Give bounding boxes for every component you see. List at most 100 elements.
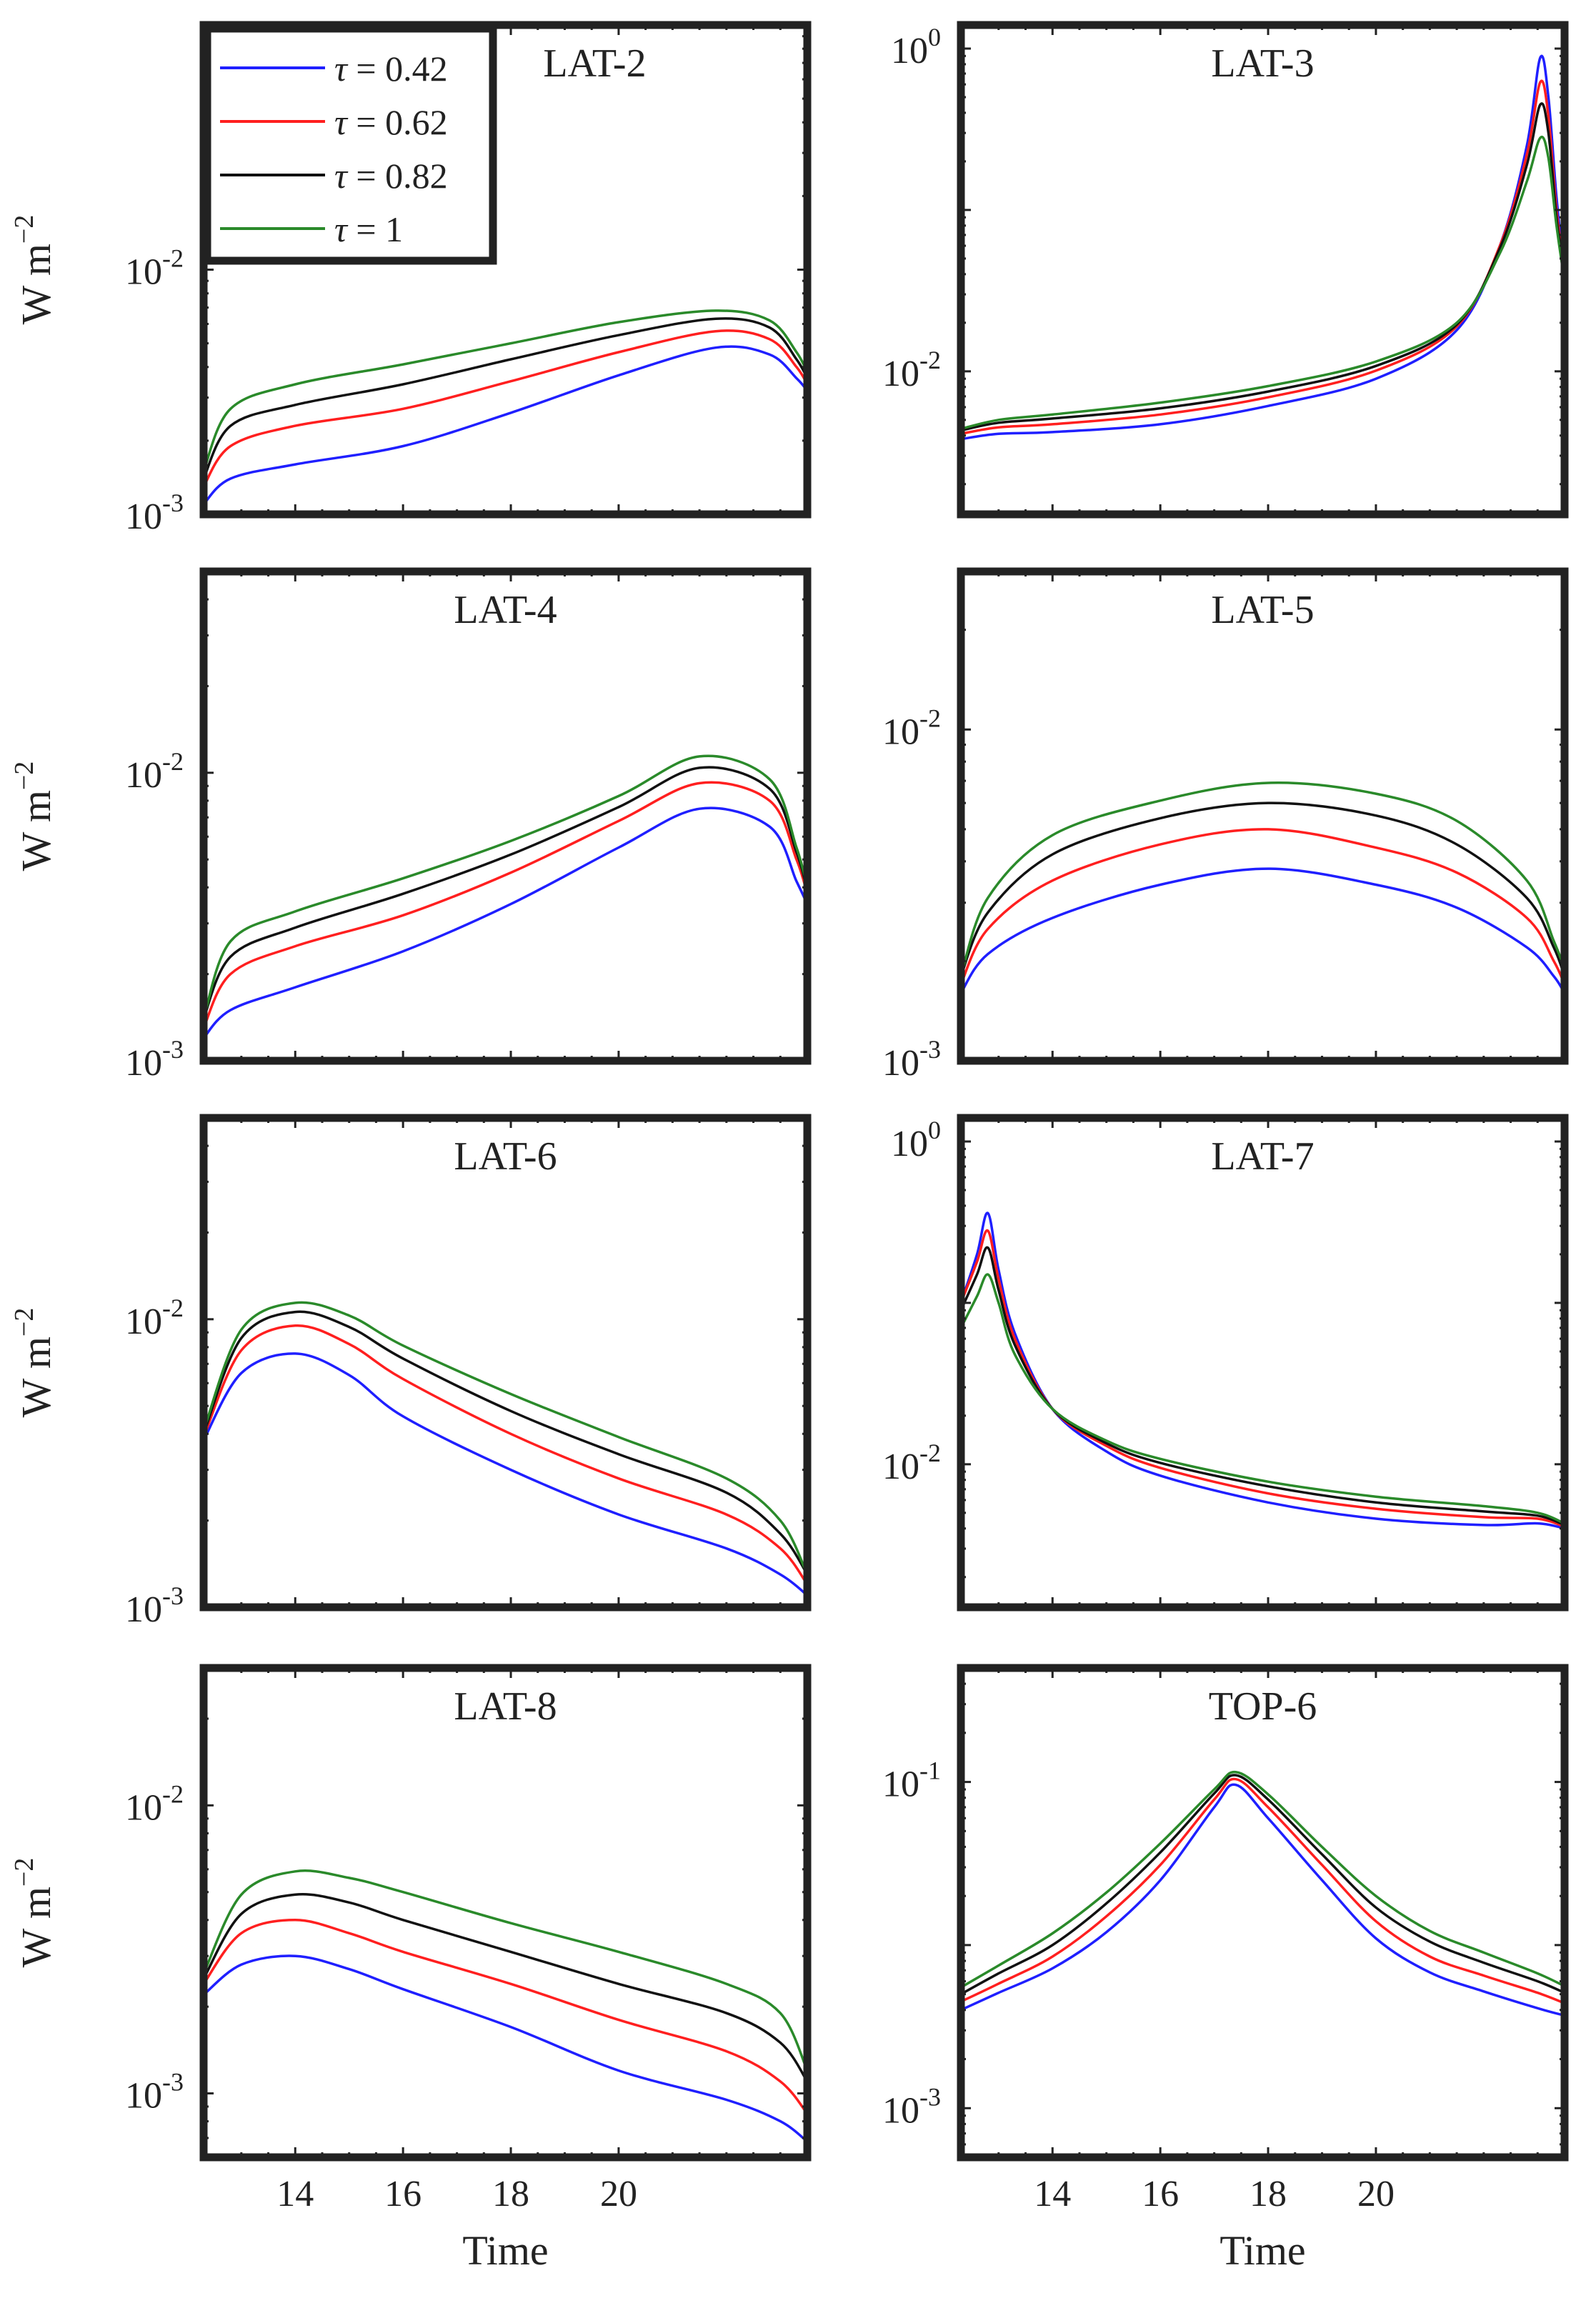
y-tick-label: 10-3 bbox=[882, 2082, 941, 2131]
x-tick-label: 18 bbox=[1250, 2174, 1287, 2214]
y-tick-label: 10-3 bbox=[125, 489, 184, 537]
series-line--0-62 bbox=[204, 781, 807, 1029]
y-tick-label: 10-2 bbox=[882, 346, 941, 394]
panel-title: LAT-7 bbox=[1211, 1134, 1314, 1179]
series-line--0-82 bbox=[961, 801, 1565, 978]
legend-label: τ = 1 bbox=[334, 209, 403, 249]
series-group bbox=[204, 754, 807, 1039]
series-line--0-42 bbox=[961, 1212, 1565, 1530]
y-tick-label: 100 bbox=[891, 1116, 941, 1164]
series-line--0-82 bbox=[204, 317, 807, 480]
series-group bbox=[961, 781, 1565, 995]
series-group bbox=[961, 1212, 1565, 1530]
y-tick-label: 10-2 bbox=[125, 1294, 184, 1342]
y-axis-label: W m−2 bbox=[9, 215, 59, 325]
x-tick-label: 16 bbox=[384, 2174, 422, 2214]
panel-lat-2: LAT-2 10-3 10-2 W m−2 bbox=[9, 21, 812, 537]
axes-frame bbox=[199, 21, 812, 519]
y-tick-label: 10-2 bbox=[125, 747, 184, 796]
y-tick-label: 10-2 bbox=[882, 1439, 941, 1487]
series-group bbox=[204, 1869, 807, 2143]
series-line--1 bbox=[961, 781, 1565, 978]
axes-frame bbox=[957, 1664, 1569, 2162]
series-line--0-82 bbox=[204, 766, 807, 1020]
axes-frame bbox=[199, 1664, 812, 2162]
series-line--0-42 bbox=[204, 1352, 807, 1597]
axes-frame bbox=[199, 1114, 812, 1612]
panel-title: LAT-2 bbox=[543, 41, 646, 86]
series-group bbox=[961, 1770, 1565, 2017]
y-axis-label: W m−2 bbox=[9, 1308, 59, 1418]
y-tick-label: 10-2 bbox=[882, 704, 941, 752]
series-line--1 bbox=[204, 309, 807, 473]
y-axis-label: W m−2 bbox=[9, 1858, 59, 1968]
legend-label: τ = 0.42 bbox=[334, 49, 448, 89]
y-tick-label: 10-2 bbox=[125, 1779, 184, 1828]
y-tick-label: 10-3 bbox=[882, 1035, 941, 1084]
panel-title: TOP-6 bbox=[1209, 1684, 1317, 1729]
series-line--0-62 bbox=[204, 1919, 807, 2115]
panel-title: LAT-5 bbox=[1211, 588, 1314, 632]
series-line--0-42 bbox=[961, 1783, 1565, 2017]
series-line--0-62 bbox=[961, 828, 1565, 986]
series-line--1 bbox=[961, 135, 1565, 431]
axes-frame bbox=[957, 1114, 1569, 1612]
panel-top-6: TOP-6 10-3 10-1 14 16 18 20 Time bbox=[882, 1664, 1569, 2274]
y-tick-label: 10-3 bbox=[125, 1582, 184, 1630]
x-tick-label: 20 bbox=[600, 2174, 637, 2214]
series-line--0-62 bbox=[961, 79, 1565, 436]
series-line--0-42 bbox=[204, 345, 807, 506]
series-line--0-42 bbox=[961, 54, 1565, 441]
panel-title: LAT-8 bbox=[454, 1684, 557, 1729]
series-line--1 bbox=[204, 1301, 807, 1576]
series-group bbox=[961, 54, 1565, 441]
series-group bbox=[204, 1301, 807, 1597]
series-line--0-42 bbox=[204, 1954, 807, 2143]
series-line--0-62 bbox=[204, 1324, 807, 1586]
series-line--0-62 bbox=[961, 1229, 1565, 1529]
y-tick-label: 10-3 bbox=[125, 2068, 184, 2117]
series-line--0-82 bbox=[961, 1246, 1565, 1527]
panel-lat-5: LAT-5 10-3 10-2 bbox=[882, 567, 1569, 1084]
series-line--0-62 bbox=[204, 329, 807, 488]
panel-lat-4: LAT-4 10-3 10-2 W m−2 bbox=[9, 567, 812, 1084]
legend-label: τ = 0.82 bbox=[334, 156, 448, 196]
x-tick-label: 14 bbox=[276, 2174, 314, 2214]
panel-lat-6: LAT-6 10-3 10-2 W m−2 bbox=[9, 1114, 812, 1630]
y-tick-label: 10-3 bbox=[125, 1035, 184, 1084]
series-line--0-82 bbox=[961, 1774, 1565, 1996]
series-line--1 bbox=[204, 754, 807, 1020]
axes-frame bbox=[957, 567, 1569, 1065]
series-line--1 bbox=[961, 1770, 1565, 1989]
series-line--0-82 bbox=[204, 1310, 807, 1576]
panel-title: LAT-6 bbox=[454, 1134, 557, 1179]
series-line--1 bbox=[204, 1869, 807, 2072]
x-tick-label: 18 bbox=[492, 2174, 529, 2214]
y-tick-label: 10-1 bbox=[882, 1757, 941, 1805]
panel-lat-7: LAT-7 10-2 100 bbox=[882, 1114, 1569, 1612]
panels-layer: LAT-2 10-3 10-2 W m−2 LAT-3 10-2 100 LAT-4 10-3 1… bbox=[9, 21, 1569, 2274]
panel-lat-8: LAT-8 10-3 10-2 14 16 18 20 Time W m−2 bbox=[9, 1664, 812, 2274]
y-tick-label: 100 bbox=[891, 23, 941, 71]
series-line--0-42 bbox=[961, 867, 1565, 995]
panel-title: LAT-4 bbox=[454, 588, 557, 632]
y-tick-label: 10-2 bbox=[125, 244, 184, 293]
series-line--1 bbox=[961, 1273, 1565, 1525]
series-line--0-42 bbox=[204, 806, 807, 1039]
legend: τ = 0.42 τ = 0.62 τ = 0.82 τ = 1 bbox=[203, 24, 497, 265]
panel-title: LAT-3 bbox=[1211, 41, 1314, 86]
axes-frame bbox=[199, 567, 812, 1065]
axes-frame bbox=[957, 21, 1569, 519]
panel-lat-3: LAT-3 10-2 100 bbox=[882, 21, 1569, 519]
series-line--0-82 bbox=[961, 102, 1565, 432]
y-axis-label: W m−2 bbox=[9, 761, 59, 871]
series-line--0-62 bbox=[961, 1777, 1565, 2005]
x-axis-label: Time bbox=[1220, 2227, 1305, 2274]
legend-label: τ = 0.62 bbox=[334, 102, 448, 142]
x-axis-label: Time bbox=[462, 2227, 548, 2274]
x-tick-label: 20 bbox=[1357, 2174, 1395, 2214]
series-group bbox=[204, 309, 807, 506]
x-tick-label: 14 bbox=[1034, 2174, 1071, 2214]
x-tick-label: 16 bbox=[1142, 2174, 1179, 2214]
